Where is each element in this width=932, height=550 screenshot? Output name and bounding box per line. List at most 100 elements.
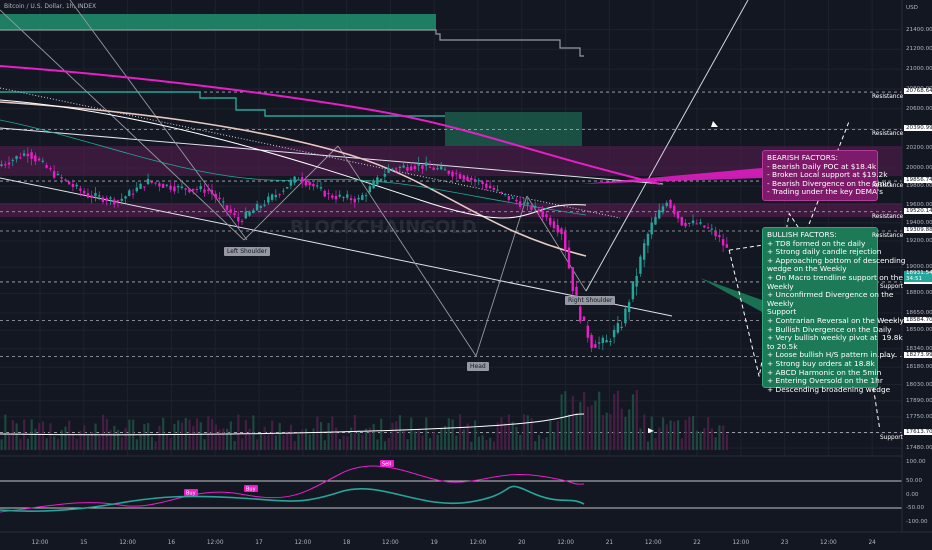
volume-bar-184 [692,415,695,450]
volume-bar-135 [507,414,511,450]
candle-body-65 [244,211,247,219]
candle-body-58 [218,197,221,200]
volume-bar-130 [489,437,492,450]
volume-bar-129 [485,440,488,450]
price-tick-17: 18180.00 [906,364,932,371]
macro-line [69,0,248,241]
candle-body-106 [398,166,402,168]
volume-bar-14 [53,436,56,450]
bullish-item-9: + Contrarian Reversal on the Weekly [767,315,904,325]
volume-bar-17 [64,426,67,450]
time-tick-14: 12:00 [644,540,662,546]
candle-body-93 [349,198,353,201]
candle-body-178 [669,199,672,208]
volume-bar-62 [233,441,236,450]
volume-bar-46 [173,424,176,450]
candle-body-125 [470,177,473,180]
volume-bar-11 [41,421,45,450]
volume-bar-133 [500,417,503,450]
watermark: BLOCKCHAINGOLD [290,217,477,238]
volume-bar-98 [368,427,372,450]
candle-body-181 [680,217,683,226]
volume-bar-175 [658,427,661,450]
candle-body-71 [267,196,270,203]
candle-body-52 [195,188,199,190]
volume-bar-111 [417,429,420,450]
candle-body-185 [695,223,698,225]
candle-body-173 [650,222,653,235]
volume-bar-146 [549,420,552,450]
left-shoulder-label: Left Shoulder [224,247,270,256]
candle-body-51 [191,188,195,191]
bullish-item-14: + Strong buy orders at 18.8k [767,358,875,368]
volume-bar-81 [304,428,308,450]
volume-bar-177 [665,424,668,450]
price-tick-12: 19000.00 [906,264,932,271]
candle-body-34 [128,190,131,197]
volume-bar-63 [237,414,240,450]
volume-bar-29 [109,430,112,450]
candle-body-172 [646,233,650,246]
resistance-band-lower [0,203,902,217]
volume-bar-68 [256,439,259,450]
volume-bar-66 [248,428,251,450]
candle-body-9 [34,155,37,162]
bullish-item-6: + Unconfirmed Divergence on the [767,290,894,300]
proj-arrowhead-down [648,428,654,433]
candle-body-176 [661,206,665,213]
candle-body-74 [278,194,281,196]
top-green-strip [0,14,436,30]
osc-tick-3: -50.00 [906,505,925,511]
candle-body-80 [300,177,304,183]
volume-bar-12 [45,438,48,450]
bullish-item-16: + Entering Oversold on the 1hr [767,376,883,386]
volume-bar-187 [703,427,706,450]
candle-body-85 [319,187,323,189]
bull-callout [700,278,762,312]
candle-body-120 [451,171,454,177]
candle-body-161 [605,340,608,343]
candle-body-90 [338,194,341,197]
volume-bar-132 [496,422,499,450]
volume-bar-97 [365,428,368,450]
candle-body-49 [184,188,187,190]
volume-bar-69 [259,433,263,450]
volume-bar-16 [60,429,63,450]
time-tick-13: 21 [605,540,614,546]
volume-bar-173 [650,416,653,450]
volume-bar-41 [154,441,157,450]
volume-bar-100 [376,439,379,450]
time-tick-6: 12:00 [294,540,312,546]
volume-bar-154 [579,401,582,450]
volume-bar-32 [120,437,123,450]
volume-bar-120 [451,419,454,450]
candle-body-169 [635,275,638,287]
candle-body-100 [376,177,379,185]
candle-body-26 [98,195,101,197]
volume-bar-75 [282,435,285,450]
volume-bar-0 [0,439,3,450]
volume-bar-23 [86,435,90,450]
osc-tick-2: 0.00 [906,492,919,498]
candle-body-73 [274,194,278,198]
candle-body-33 [124,196,127,199]
osc-badge-bg-1 [184,489,198,496]
candle-body-151 [567,247,571,269]
candle-body-61 [229,209,232,213]
bullish-item-0: + TD8 formed on the daily [767,238,866,248]
wedge-top [0,127,664,185]
volume-bar-107 [402,429,405,450]
price-tick-16: 18340.00 [906,345,932,352]
price-tick-11: 19200.00 [906,238,932,244]
candle-body-8 [30,152,33,159]
candle-body-153 [575,286,578,303]
candle-body-152 [571,267,574,292]
candle-body-165 [620,326,623,328]
volume-bar-104 [391,422,394,450]
volume-bar-114 [428,438,432,450]
volume-bar-159 [598,391,601,450]
candle-body-167 [627,302,631,313]
oscillator-pane: Sell Buy Buy [0,455,902,532]
volume-bar-72 [271,420,274,450]
